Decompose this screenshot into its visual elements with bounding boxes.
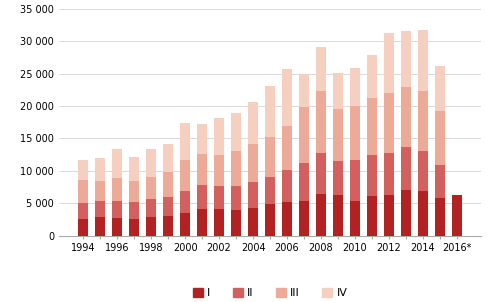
Bar	[350, 106, 360, 160]
Bar	[401, 190, 411, 236]
Bar	[248, 144, 258, 182]
Bar	[350, 68, 360, 106]
Bar	[214, 118, 224, 155]
Bar	[384, 33, 394, 93]
Bar	[401, 147, 411, 190]
Bar	[265, 177, 275, 204]
Bar	[248, 101, 258, 144]
Bar	[197, 209, 207, 236]
Bar	[265, 86, 275, 137]
Bar	[78, 180, 88, 203]
Bar	[316, 91, 326, 153]
Bar	[231, 186, 241, 210]
Bar	[418, 191, 428, 236]
Bar	[367, 196, 377, 236]
Bar	[78, 203, 88, 219]
Bar	[316, 194, 326, 236]
Bar	[248, 208, 258, 236]
Bar	[367, 55, 377, 98]
Bar	[163, 172, 173, 197]
Bar	[95, 181, 105, 201]
Bar	[112, 178, 122, 201]
Bar	[197, 154, 207, 185]
Bar	[350, 201, 360, 236]
Bar	[350, 160, 360, 201]
Bar	[299, 108, 309, 163]
Bar	[231, 151, 241, 186]
Bar	[112, 218, 122, 236]
Bar	[316, 153, 326, 194]
Bar	[401, 87, 411, 147]
Bar	[180, 213, 190, 236]
Bar	[214, 209, 224, 236]
Bar	[435, 198, 445, 236]
Bar	[282, 69, 292, 126]
Bar	[265, 204, 275, 236]
Bar	[384, 153, 394, 195]
Bar	[146, 149, 156, 177]
Bar	[163, 197, 173, 216]
Bar	[95, 217, 105, 236]
Bar	[112, 149, 122, 178]
Bar	[180, 160, 190, 191]
Bar	[180, 123, 190, 160]
Bar	[333, 109, 343, 161]
Bar	[197, 185, 207, 209]
Bar	[146, 217, 156, 236]
Bar	[197, 124, 207, 154]
Bar	[112, 201, 122, 218]
Bar	[384, 195, 394, 236]
Bar	[282, 202, 292, 236]
Bar	[435, 66, 445, 111]
Bar	[146, 177, 156, 199]
Bar	[333, 195, 343, 236]
Bar	[78, 219, 88, 236]
Bar	[78, 160, 88, 180]
Bar	[418, 30, 428, 91]
Bar	[333, 73, 343, 109]
Bar	[180, 191, 190, 213]
Bar	[452, 195, 462, 236]
Bar	[95, 158, 105, 181]
Bar	[282, 126, 292, 169]
Bar	[333, 161, 343, 195]
Bar	[367, 98, 377, 155]
Bar	[231, 113, 241, 151]
Legend: I, II, III, IV: I, II, III, IV	[188, 283, 352, 302]
Bar	[248, 182, 258, 208]
Bar	[316, 47, 326, 91]
Bar	[401, 31, 411, 87]
Bar	[367, 155, 377, 196]
Bar	[129, 181, 139, 202]
Bar	[163, 144, 173, 172]
Bar	[95, 201, 105, 217]
Bar	[384, 93, 394, 153]
Bar	[418, 91, 428, 151]
Bar	[129, 202, 139, 219]
Bar	[214, 155, 224, 186]
Bar	[129, 157, 139, 181]
Bar	[265, 137, 275, 177]
Bar	[231, 210, 241, 236]
Bar	[418, 151, 428, 191]
Bar	[299, 74, 309, 108]
Bar	[129, 219, 139, 236]
Bar	[214, 186, 224, 209]
Bar	[163, 216, 173, 236]
Bar	[282, 169, 292, 202]
Bar	[146, 199, 156, 217]
Bar	[299, 163, 309, 201]
Bar	[435, 165, 445, 198]
Bar	[435, 111, 445, 165]
Bar	[299, 201, 309, 236]
